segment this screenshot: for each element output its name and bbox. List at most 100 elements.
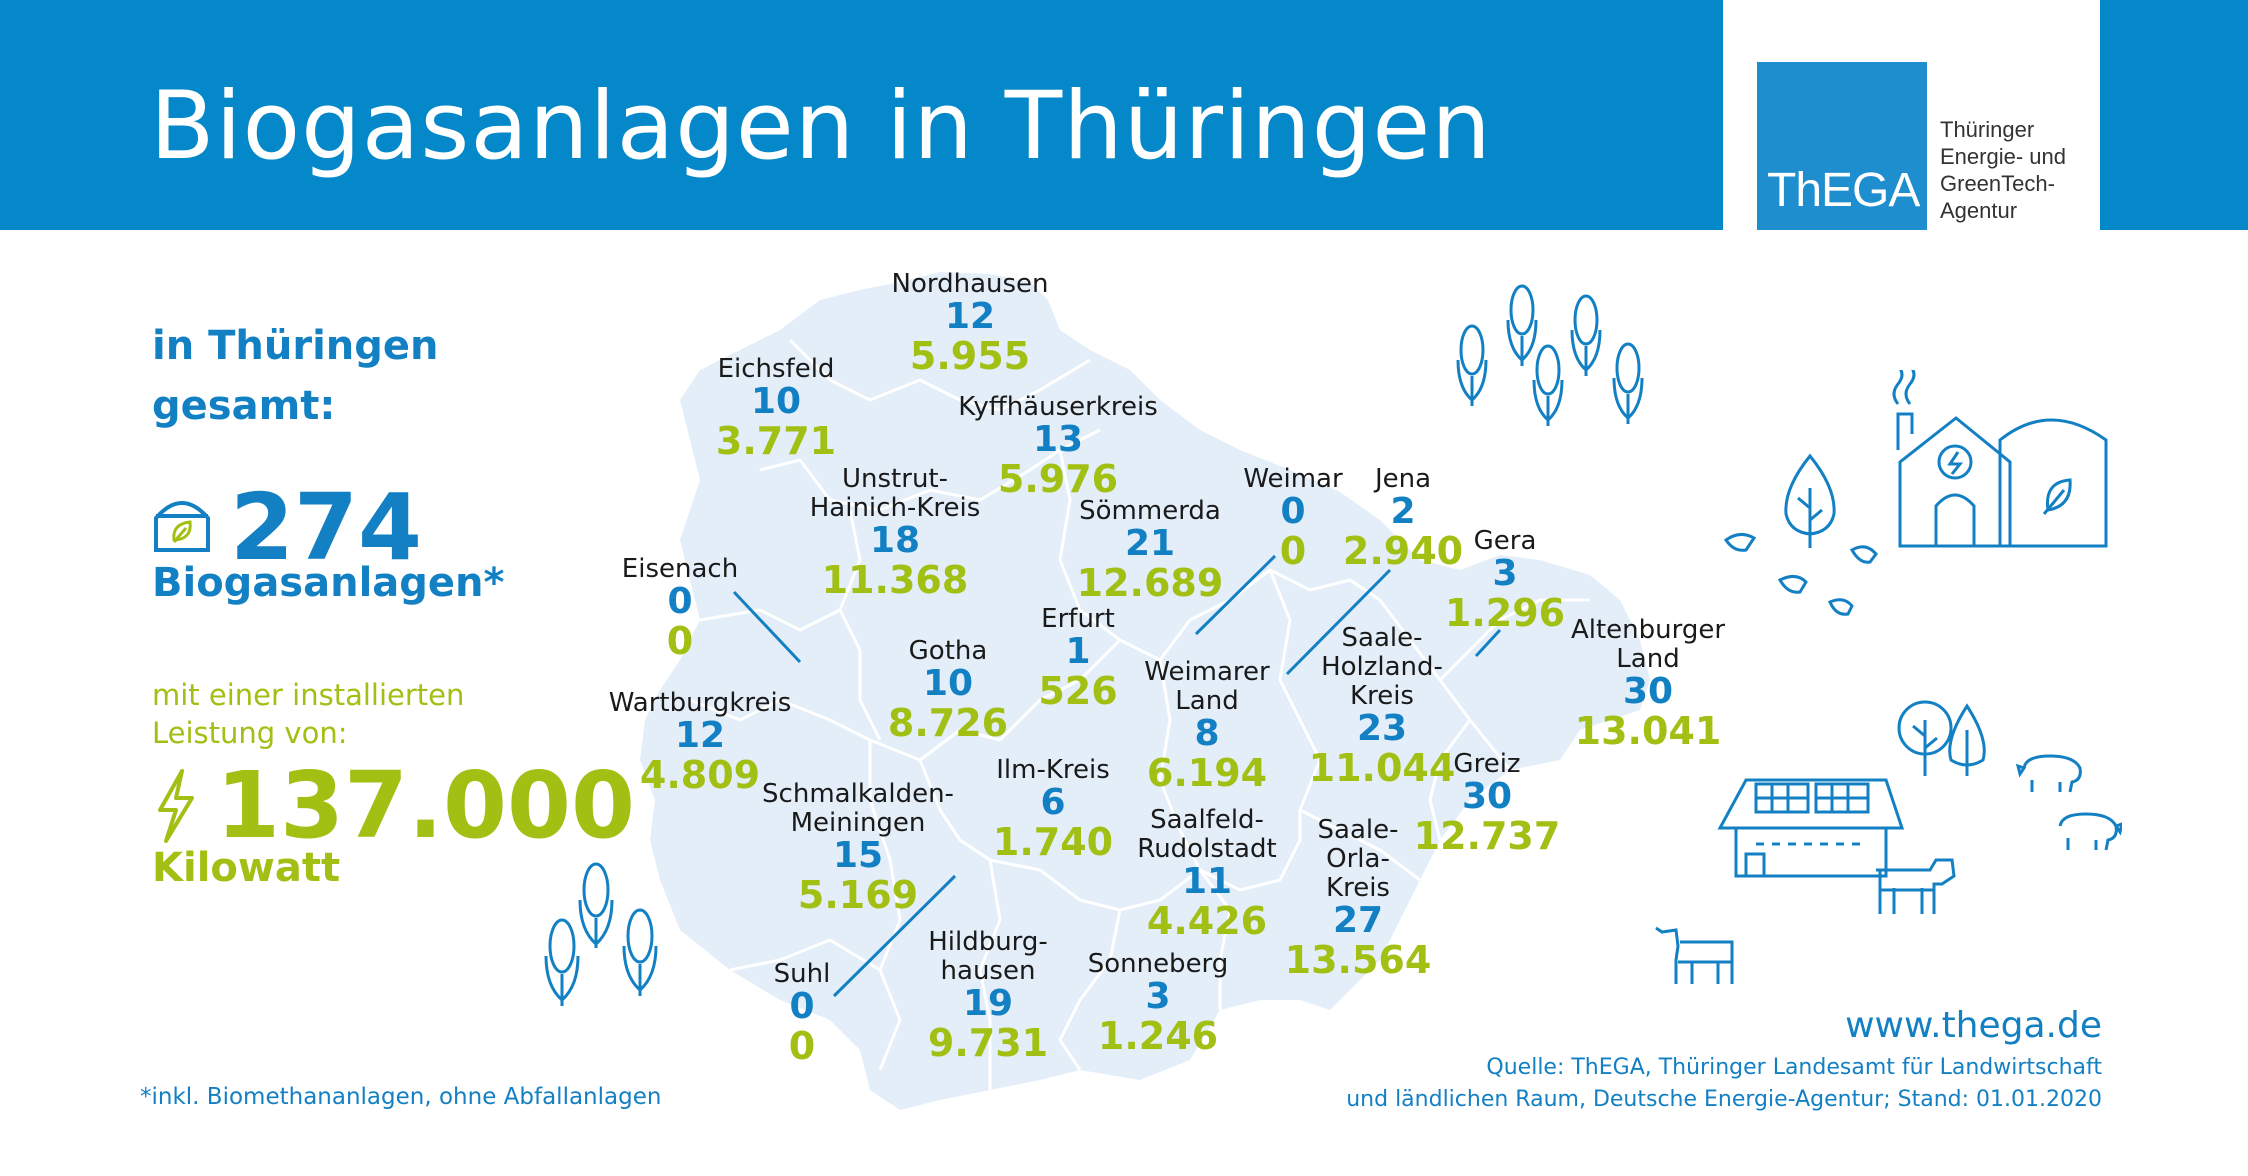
footnote: *inkl. Biomethananlagen, ohne Abfallanla…: [140, 1084, 662, 1110]
region-jena: Jena 2 2.940: [1343, 464, 1463, 573]
region-unstrut-hainich-kreis: Unstrut- Hainich-Kreis 18 11.368: [809, 465, 981, 602]
pig-icon: [2016, 754, 2082, 793]
power-unit: Kilowatt: [152, 845, 341, 891]
region-greiz: Greiz 30 12.737: [1413, 749, 1561, 858]
leader-line-jena: [1285, 568, 1392, 676]
region-count: 8: [1194, 713, 1220, 754]
region-count: 13: [1032, 419, 1084, 460]
region-name: hausen: [940, 956, 1036, 986]
region-power: 6.194: [1146, 751, 1268, 795]
region-name: Nordhausen: [891, 269, 1049, 299]
region-name: Hildburg-: [928, 927, 1048, 957]
region-name: Weimarer: [1144, 657, 1270, 687]
region-name: Hainich-Kreis: [809, 493, 981, 523]
region-power: 1.246: [1097, 1014, 1219, 1058]
region-saale-orla-kreis: Saale- Orla- Kreis 27 13.564: [1284, 815, 1432, 982]
cow-icon: [1655, 926, 1734, 984]
region-erfurt: Erfurt 1 526: [1038, 604, 1117, 713]
region-name: Land: [1616, 644, 1680, 674]
website-link[interactable]: www.thega.de: [1845, 1005, 2102, 1046]
logo-line: Energie- und: [1940, 144, 2066, 169]
logo-tagline: Thüringer Energie- und GreenTech- Agentu…: [1940, 116, 2066, 224]
logo-line: Agentur: [1940, 198, 2018, 223]
region-power: 8.726: [887, 701, 1009, 745]
region-name: Eisenach: [621, 554, 739, 584]
region-count: 23: [1356, 708, 1408, 749]
district-borders: [689, 338, 1590, 1090]
region-name: Greiz: [1453, 749, 1521, 779]
region-count: 3: [1145, 976, 1171, 1017]
region-weimarer-land: Weimarer Land 8 6.194: [1144, 657, 1270, 795]
region-count: 18: [869, 520, 921, 561]
logo-line: Thüringer: [1940, 117, 2035, 142]
tree-icon: [1784, 453, 1836, 548]
region-name: Sonneberg: [1087, 949, 1229, 979]
region-power: 1.740: [992, 820, 1114, 864]
pig-icon: [2058, 812, 2122, 851]
region-gotha: Gotha 10 8.726: [887, 637, 1009, 745]
region-count: 1: [1065, 631, 1091, 672]
plant-count-label: Biogasanlagen*: [152, 560, 505, 606]
leader-line-weimar: [1194, 554, 1277, 636]
region-name: Eichsfeld: [717, 354, 835, 384]
power-intro-line: mit einer installierten: [152, 678, 465, 712]
region-power: 11.368: [821, 558, 969, 602]
region-gera: Gera 3 1.296: [1444, 527, 1566, 635]
plant-count-value: 274: [230, 474, 423, 581]
region-power: 1.296: [1444, 591, 1566, 635]
corn-icon: [1456, 284, 1644, 426]
region-schmalkalden-meiningen: Schmalkalden- Meiningen 15 5.169: [762, 779, 954, 917]
region-power: 5.976: [997, 457, 1119, 501]
cow-icon: [1876, 858, 1956, 914]
region-name: Meiningen: [790, 808, 926, 838]
lightning-icon: [158, 769, 194, 843]
region-count: 0: [667, 581, 693, 622]
region-name: Schmalkalden-: [762, 779, 954, 809]
region-wartburgkreis: Wartburgkreis 12 4.809: [608, 688, 792, 797]
region-count: 27: [1332, 900, 1384, 941]
thega-logo[interactable]: ThEGA: [1757, 62, 1927, 230]
region-power: 12.737: [1413, 814, 1561, 858]
region-ilm-kreis: Ilm-Kreis 6 1.740: [992, 755, 1114, 864]
region-name: Saale-: [1341, 623, 1423, 653]
region-power: 12.689: [1076, 561, 1224, 605]
region-altenburger-land: Altenburger Land 30 13.041: [1571, 616, 1725, 753]
region-name: Erfurt: [1041, 604, 1115, 634]
page-title: Biogasanlagen in Thüringen: [150, 72, 1492, 181]
source-text: Quelle: ThEGA, Thüringer Landesamt für L…: [1346, 1052, 2102, 1116]
region-count: 11: [1181, 861, 1233, 902]
region-power: 13.564: [1284, 938, 1432, 982]
region-name: Land: [1175, 686, 1239, 716]
region-name: Ilm-Kreis: [996, 755, 1110, 785]
region-soemmerda: Sömmerda 21 12.689: [1076, 497, 1224, 605]
region-hildburghausen: Hildburg- hausen 19 9.731: [927, 927, 1049, 1065]
region-name: Jena: [1374, 464, 1432, 494]
region-power: 9.731: [927, 1021, 1049, 1065]
chicken-icon: [1723, 533, 1878, 616]
region-saalfeld-rudolstadt: Saalfeld- Rudolstadt 11 4.426: [1137, 806, 1277, 943]
region-name: Rudolstadt: [1137, 834, 1277, 864]
region-power: 13.041: [1574, 709, 1722, 753]
corn-icon: [544, 862, 658, 1006]
region-name: Saale-: [1317, 815, 1399, 845]
region-count: 0: [789, 986, 815, 1027]
region-name: Kreis: [1350, 681, 1414, 711]
power-intro-line: Leistung von:: [152, 716, 348, 750]
region-name: Kreis: [1326, 873, 1390, 903]
power-value: 137.000: [216, 752, 636, 859]
region-name: Wartburgkreis: [608, 688, 792, 718]
leader-line-gera: [1474, 628, 1502, 658]
region-eichsfeld: Eichsfeld 10 3.771: [715, 354, 837, 463]
region-name: Suhl: [773, 959, 831, 989]
region-eisenach: Eisenach 0 0: [621, 554, 739, 663]
region-count: 3: [1492, 553, 1518, 594]
source-line: Quelle: ThEGA, Thüringer Landesamt für L…: [1486, 1055, 2102, 1080]
farm-building-icon: [1717, 778, 1905, 878]
region-power: 0: [1279, 529, 1307, 573]
summary-heading: in Thüringen gesamt:: [152, 316, 439, 436]
region-count: 30: [1461, 776, 1513, 817]
biogas-plant-icon: [154, 501, 210, 552]
region-power: 3.771: [715, 419, 837, 463]
region-count: 6: [1040, 782, 1066, 823]
region-count: 10: [922, 663, 974, 704]
